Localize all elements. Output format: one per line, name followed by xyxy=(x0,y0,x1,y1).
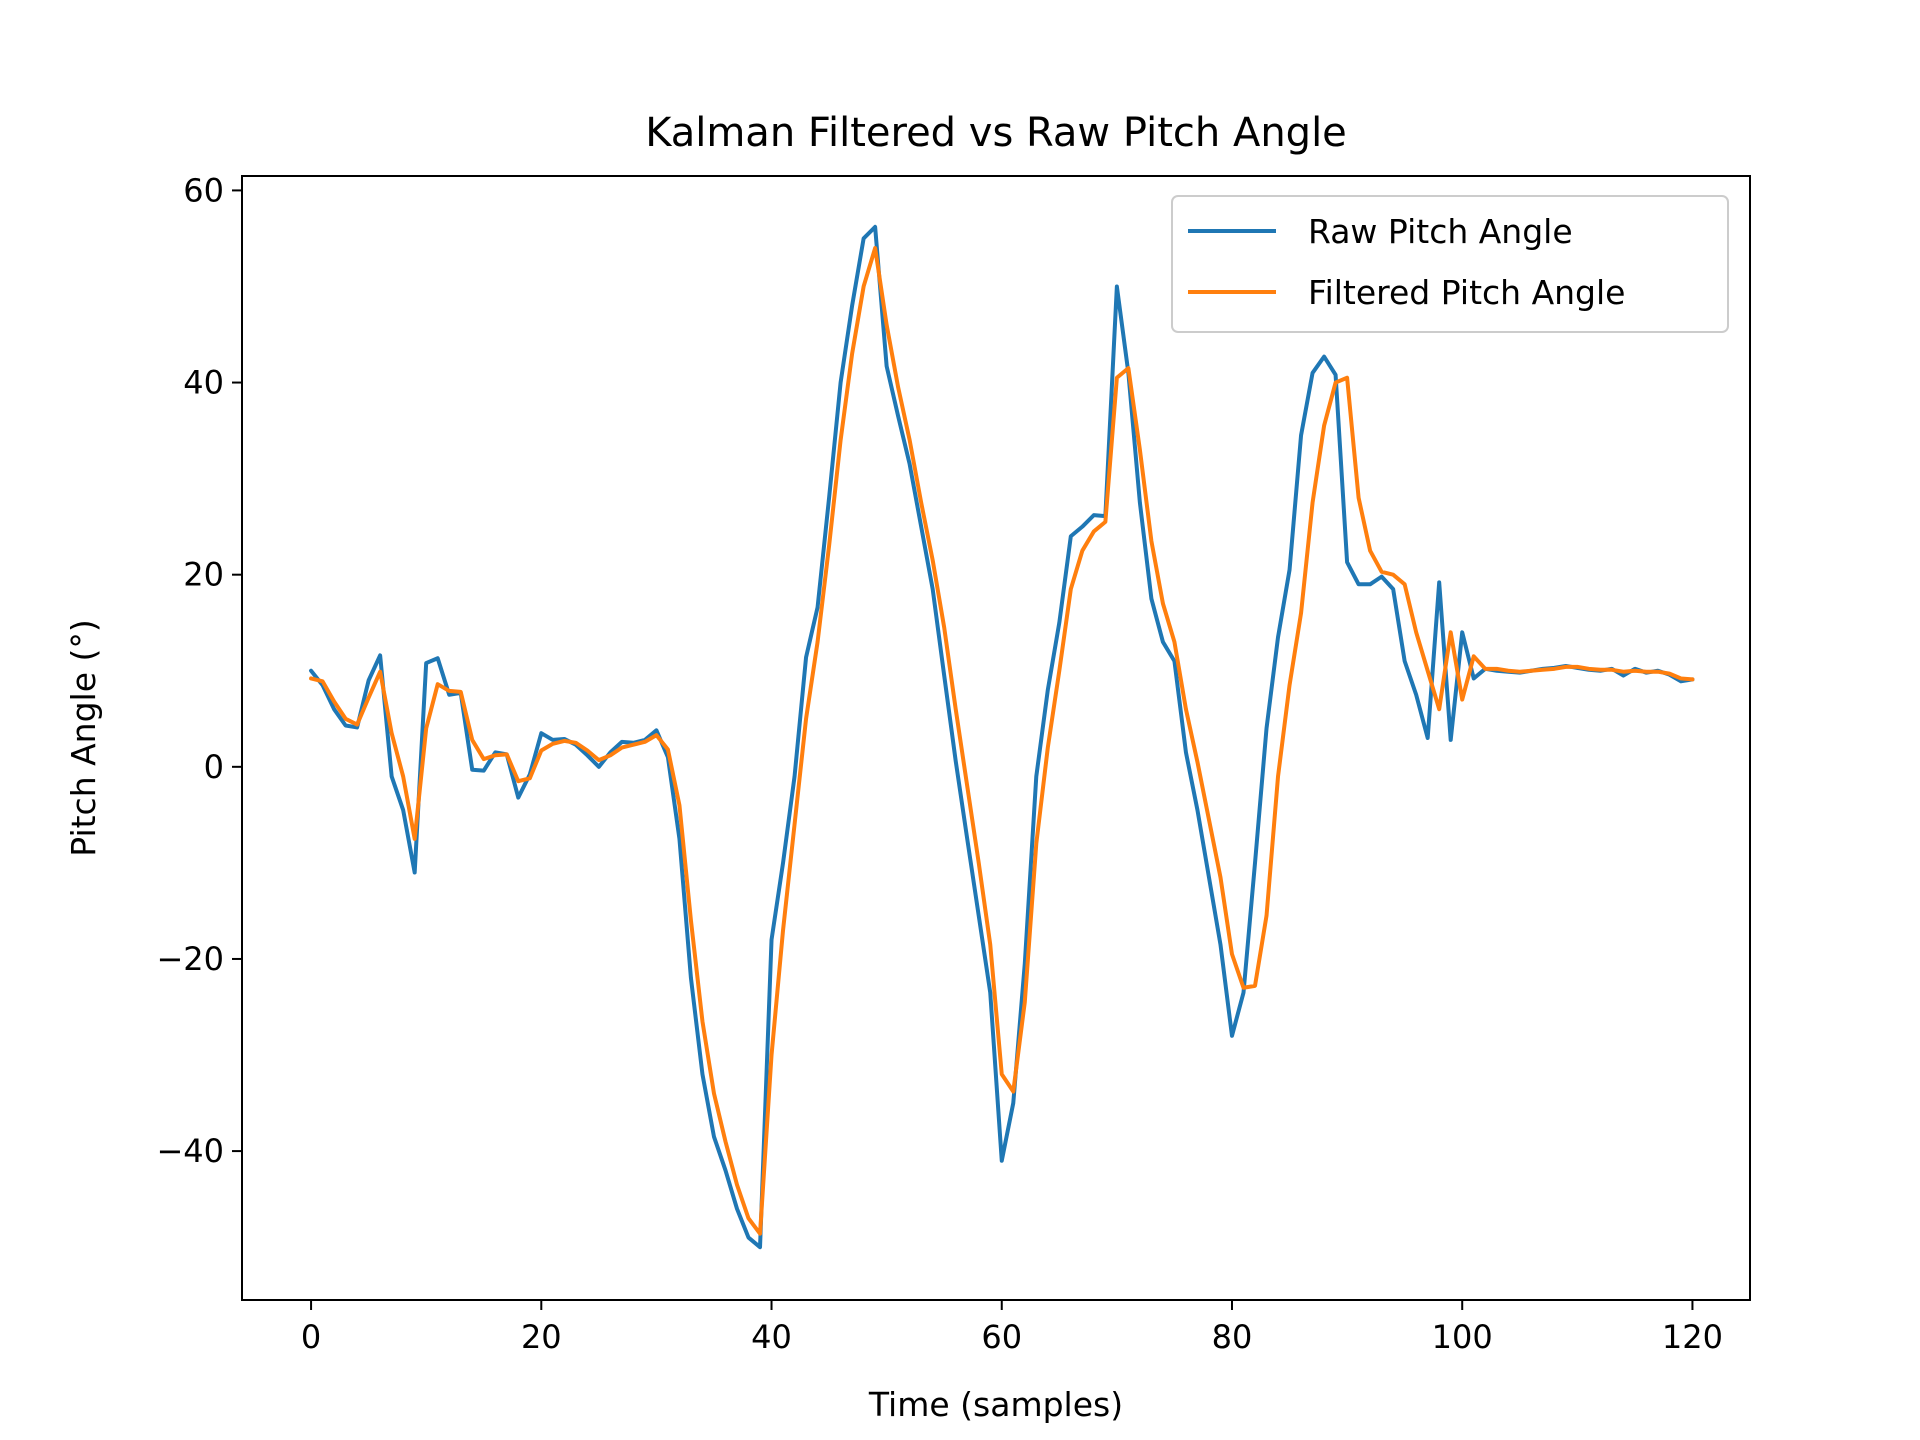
chart-title: Kalman Filtered vs Raw Pitch Angle xyxy=(645,110,1347,156)
y-tick-label: −20 xyxy=(156,940,224,978)
series-line-raw xyxy=(309,224,1695,1250)
legend-label-filtered: Filtered Pitch Angle xyxy=(1308,273,1625,312)
x-tick-label: 0 xyxy=(301,1318,321,1356)
plot-frame xyxy=(241,175,1751,1301)
legend: Raw Pitch Angle Filtered Pitch Angle xyxy=(1171,195,1729,333)
y-tick-label: 40 xyxy=(183,364,224,402)
x-tick-label: 80 xyxy=(1212,1318,1253,1356)
y-tick-label: 20 xyxy=(183,556,224,594)
x-tick-label: 60 xyxy=(981,1318,1022,1356)
series-layer xyxy=(309,224,1695,1250)
y-tick-label: −40 xyxy=(156,1132,224,1170)
x-tick-label: 100 xyxy=(1432,1318,1493,1356)
y-tick-label: 60 xyxy=(183,171,224,209)
x-tick-label: 40 xyxy=(751,1318,792,1356)
legend-label-raw: Raw Pitch Angle xyxy=(1308,212,1573,251)
x-tick-label: 20 xyxy=(521,1318,562,1356)
y-axis-label: Pitch Angle (°) xyxy=(64,619,103,856)
x-tick-label: 120 xyxy=(1662,1318,1723,1356)
x-axis-label: Time (samples) xyxy=(868,1385,1123,1424)
y-tick-label: 0 xyxy=(204,748,224,786)
y-axis-ticks: 60 40 20 0 −20 −40 xyxy=(156,171,242,1170)
x-axis-ticks: 0 20 40 60 80 100 120 xyxy=(301,1300,1723,1356)
legend-box xyxy=(1171,195,1729,333)
series-line-filtered xyxy=(309,246,1695,1236)
